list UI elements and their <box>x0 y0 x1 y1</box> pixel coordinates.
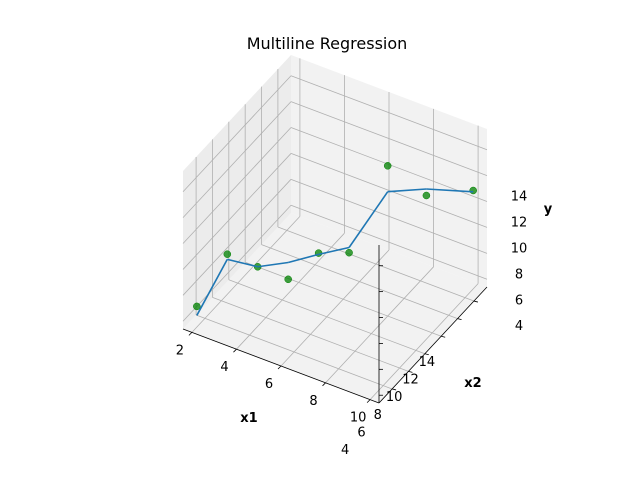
x-tick-label: 10 <box>350 411 367 426</box>
grid-line-y <box>245 261 442 337</box>
regression-line-segment <box>196 258 228 316</box>
x-tick <box>322 382 326 387</box>
scatter-point <box>193 302 201 311</box>
regression-line-segment <box>387 188 427 193</box>
regression-line-segment <box>287 253 319 264</box>
y-tick <box>457 318 462 321</box>
regression-line-segment <box>257 261 289 268</box>
grid-line-y <box>195 314 393 390</box>
regression-line-segment <box>318 246 350 256</box>
grid-line-y <box>277 226 475 302</box>
z-tick-label: 6 <box>515 293 523 308</box>
y-tick-label: 6 <box>357 425 365 440</box>
grid-line-z <box>290 204 488 280</box>
z-tick-label: 10 <box>511 242 528 257</box>
data-marks <box>193 162 477 316</box>
grid-line-y <box>212 296 409 372</box>
grid-line-x <box>325 266 434 384</box>
regression-line-segment <box>227 258 258 268</box>
x-tick-label: 8 <box>309 394 317 409</box>
y-tick-label: 12 <box>402 373 419 388</box>
chart-title: Multiline Regression <box>247 34 408 53</box>
x-tick <box>277 365 282 370</box>
x-axis-label: x1 <box>240 411 257 426</box>
scatter-point <box>284 275 292 284</box>
x-tick-label: 4 <box>220 360 228 375</box>
x-tick <box>188 332 193 336</box>
grid-line-z <box>290 178 488 254</box>
y-tick <box>473 300 479 303</box>
grid-line-z <box>290 101 488 176</box>
z-tick-label: 14 <box>511 190 528 205</box>
y-tick <box>391 388 397 391</box>
regression-line-segment <box>426 188 474 193</box>
scatter-point <box>345 248 353 257</box>
back-left-pane <box>183 55 291 329</box>
x-tick-label: 2 <box>176 343 184 358</box>
y-tick-label: 8 <box>374 408 382 423</box>
y-tick-label: 14 <box>419 355 436 370</box>
z-tick-label: 8 <box>515 267 523 282</box>
grid-line-z <box>182 101 292 218</box>
grid-lines <box>182 58 488 400</box>
scatter-point <box>469 186 477 195</box>
y-tick <box>424 353 429 356</box>
scatter-point <box>422 191 431 200</box>
z-tick-label: 4 <box>515 319 523 334</box>
x-tick <box>366 399 371 403</box>
grid-line-y <box>228 279 425 355</box>
z-tick-label: 12 <box>511 216 528 231</box>
y-tick-label: 10 <box>386 390 403 405</box>
grid-line-z <box>182 204 292 322</box>
grid-line-z <box>290 75 488 151</box>
y-tick <box>441 335 446 338</box>
grid-line-x <box>280 249 390 367</box>
y-axis-line <box>378 286 488 404</box>
x-tick <box>233 348 237 353</box>
grid-line-z <box>182 127 292 244</box>
grid-line-z <box>182 153 292 270</box>
grid-line-z <box>182 179 292 296</box>
grid-line-x <box>369 283 479 400</box>
scatter-point <box>383 162 392 170</box>
x-tick-label: 6 <box>265 377 273 392</box>
grid-line-x <box>191 216 301 333</box>
y-axis-label: x2 <box>464 376 481 391</box>
grid-line-z <box>182 75 292 192</box>
grid-line-z <box>290 153 488 228</box>
y-tick-label: 4 <box>341 443 349 458</box>
z-axis-label: y <box>544 202 553 217</box>
scatter-point <box>223 250 232 258</box>
y-tick <box>408 370 413 373</box>
regression-line-segment <box>348 191 389 248</box>
grid-line-y <box>261 244 458 320</box>
